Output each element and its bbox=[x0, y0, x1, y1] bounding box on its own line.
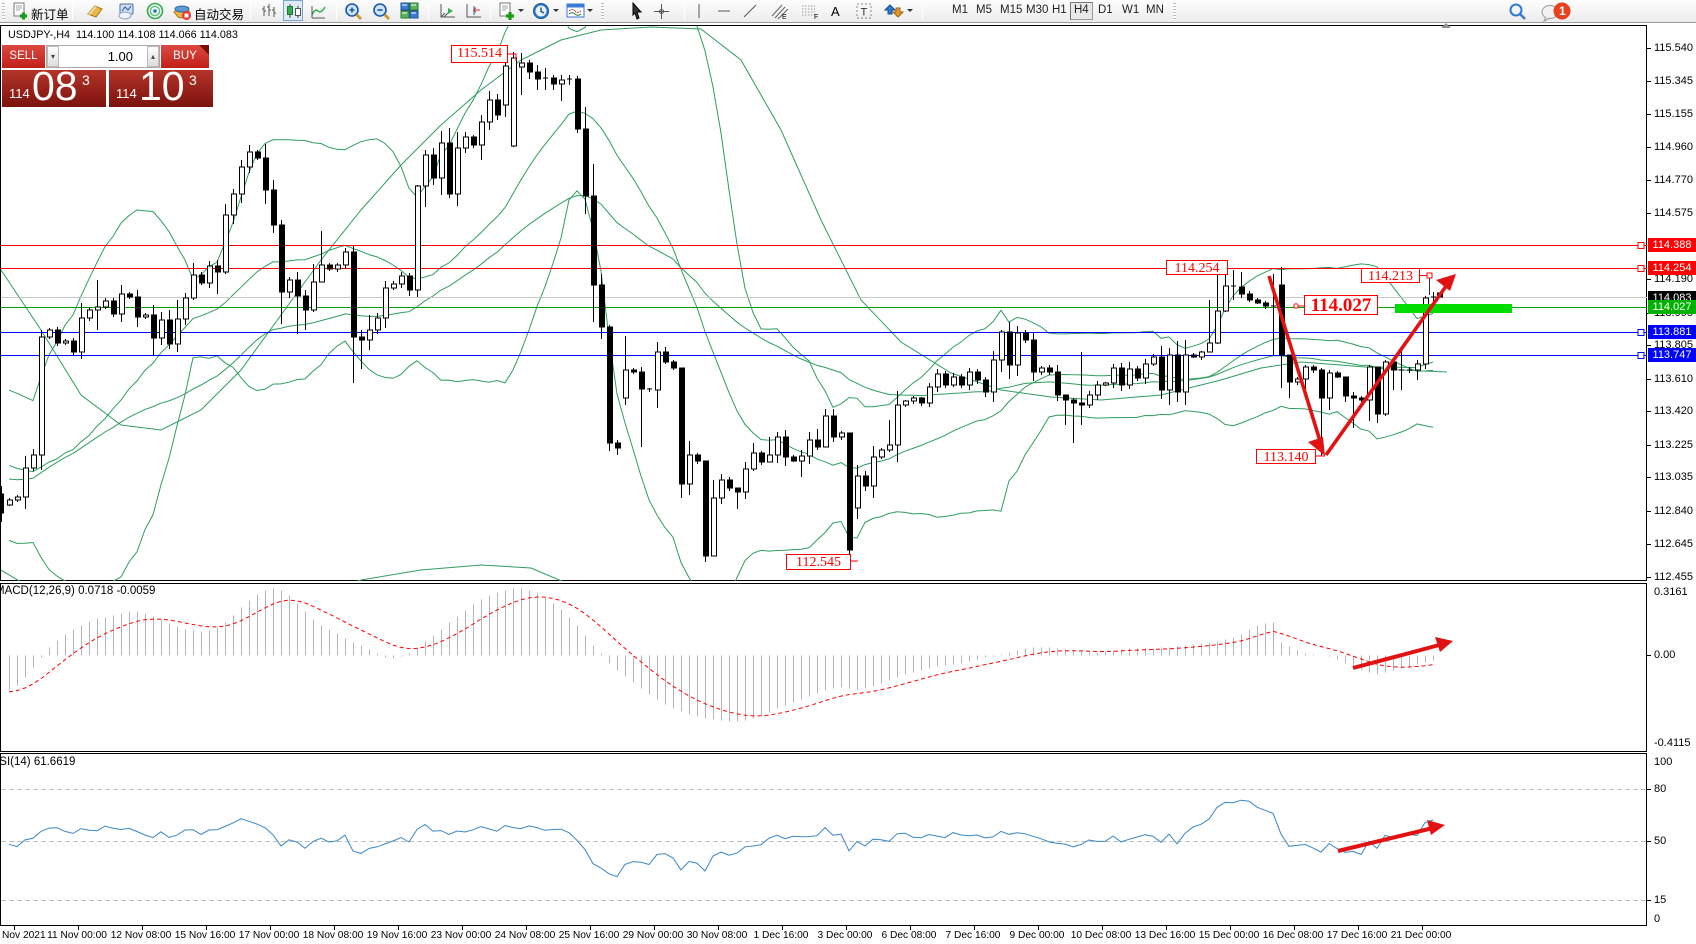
svg-text:E: E bbox=[782, 14, 787, 20]
svg-text:T: T bbox=[861, 7, 868, 19]
svg-text:F: F bbox=[814, 14, 818, 20]
svg-text:1: 1 bbox=[1559, 4, 1566, 18]
